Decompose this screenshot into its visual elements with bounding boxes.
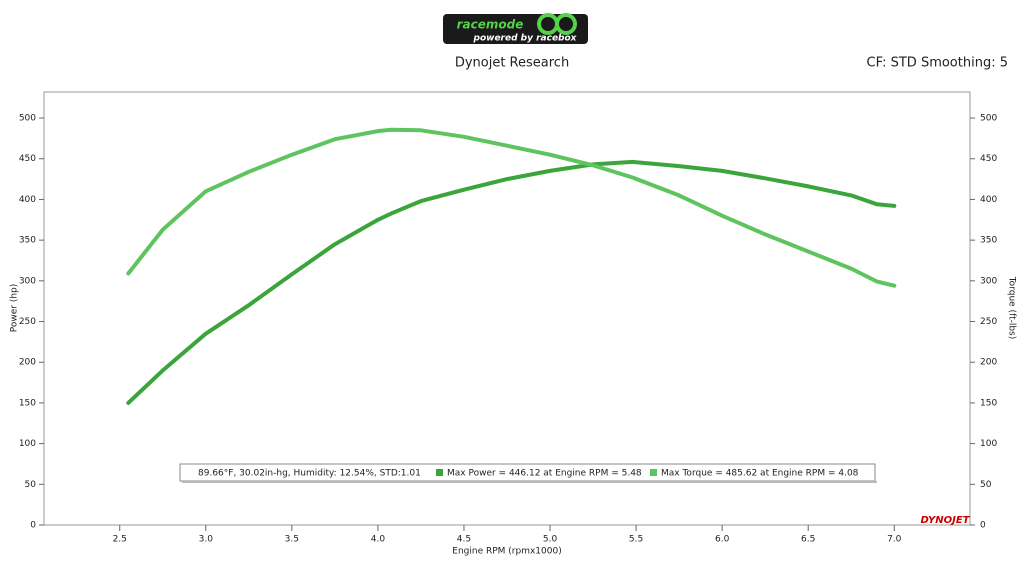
watermark: DYNOJET [920,515,970,526]
x-tick-label: 6.5 [801,535,815,545]
logo-ring [555,13,577,35]
logo-brand: racemode [457,18,524,32]
x-tick-label: 7.0 [887,535,902,545]
y-tick-label: 50 [25,480,37,490]
y2-tick-label: 450 [980,154,997,164]
logo: racemode powered by racebox [443,13,588,44]
y-tick-label: 450 [19,154,36,164]
y-tick-label: 100 [19,439,36,449]
legend-shadow [182,481,877,483]
legend-entry: Max Torque = 485.62 at Engine RPM = 4.08 [661,469,859,479]
y2-tick-label: 200 [980,358,997,368]
y-tick-label: 300 [19,276,36,286]
x-tick-label: 3.5 [285,535,299,545]
legend-swatch [436,469,443,476]
y-tick-label: 250 [19,317,36,327]
x-tick-label: 5.0 [543,535,558,545]
y2-axis-label: Torque (ft-lbs) [1007,276,1017,340]
series-line [126,159,897,405]
x-tick-label: 6.0 [715,535,730,545]
y2-tick-label: 500 [980,114,997,124]
legend-entry: Max Power = 446.12 at Engine RPM = 5.48 [447,469,642,479]
y-axis-label: Power (hp) [10,284,20,333]
logo-tagline: powered by racebox [473,34,578,44]
plot-frame [43,91,971,526]
x-tick-label: 3.0 [199,535,214,545]
y-tick-label: 400 [19,195,36,205]
x-tick-label: 4.0 [371,535,386,545]
y2-tick-label: 400 [980,195,997,205]
y-tick-label: 350 [19,236,36,246]
series-line [126,127,897,288]
x-tick-label: 5.5 [629,535,643,545]
x-tick-label: 4.5 [457,535,471,545]
legend: 89.66°F, 30.02in-hg, Humidity: 12.54%, S… [179,463,877,483]
y2-tick-label: 250 [980,317,997,327]
chart-subtitle: CF: STD Smoothing: 5 [867,56,1008,71]
y2-tick-label: 300 [980,276,997,286]
legend-swatch [650,469,657,476]
y-tick-label: 200 [19,358,36,368]
x-axis-label: Engine RPM (rpmx1000) [452,547,561,557]
y2-tick-label: 100 [980,439,997,449]
y-tick-label: 150 [19,398,36,408]
y2-tick-label: 150 [980,398,997,408]
logo-box [443,14,588,44]
y2-tick-label: 0 [980,521,986,531]
x-tick-label: 2.5 [113,535,127,545]
y2-tick-label: 50 [980,480,992,490]
chart-title: Dynojet Research [455,56,569,71]
y-tick-label: 500 [19,114,36,124]
y2-tick-label: 350 [980,236,997,246]
y-tick-label: 0 [30,521,36,531]
legend-annotation: 89.66°F, 30.02in-hg, Humidity: 12.54%, S… [198,469,421,479]
